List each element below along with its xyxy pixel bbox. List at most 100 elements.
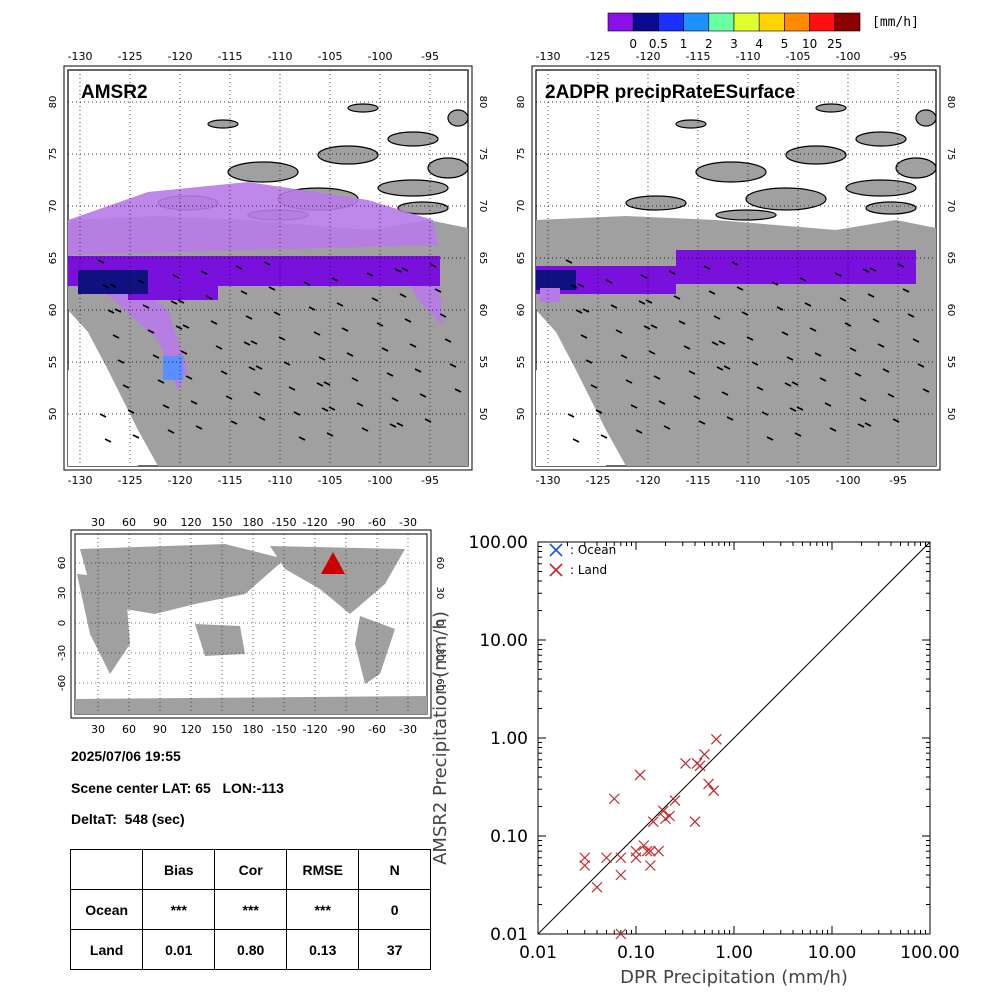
lake-mark (756, 386, 764, 391)
lake-mark (859, 397, 867, 402)
globe-lon-label-top: -120 (303, 516, 328, 529)
lon-tick-label-top: -105 (318, 50, 343, 63)
lake-mark (210, 320, 218, 325)
dpr-panel-title: 2ADPR precipRateESurface (545, 82, 796, 103)
colorbar-unit: [mm/h] (872, 15, 919, 30)
lake-mark (346, 352, 354, 357)
lake-mark (869, 267, 877, 272)
lake-mark (293, 411, 301, 416)
global-map: 30 30 60 60 90 90 120 120 150 150 180 180 -150 -150 -1… (57, 516, 445, 736)
stats-header-cell: Bias (142, 849, 216, 890)
lake-mark (399, 293, 407, 298)
lake-mark (112, 334, 120, 339)
lon-tick-label-bottom: -110 (736, 474, 761, 487)
lake-mark (439, 313, 447, 318)
lake-mark (731, 261, 739, 266)
colorbar-swatch (683, 12, 710, 32)
lake-mark (137, 279, 145, 284)
lat-tick-label-left: 55 (516, 356, 527, 369)
lake-mark (429, 263, 437, 268)
lat-tick-label-left: 65 (48, 252, 59, 265)
globe-lon-label-top: 60 (122, 516, 136, 529)
lake-mark (887, 393, 895, 398)
lake-mark (185, 375, 193, 380)
lake-mark (610, 304, 618, 309)
lake-mark (240, 290, 248, 295)
lake-mark (356, 402, 364, 407)
lake-mark (829, 427, 837, 432)
lake-mark (726, 416, 734, 421)
lon-tick-label-top: -100 (836, 50, 861, 63)
lake-mark (389, 423, 397, 428)
colorbar-tick-label: 2 (705, 37, 713, 51)
lon-tick-label-bottom: -95 (421, 474, 439, 487)
light-precip-cell (540, 288, 560, 302)
lake-mark (693, 395, 701, 400)
amsr2-map: -130 -130 -125 -125 -120 -120 -115 -115 -110 -110… (48, 50, 488, 487)
data-point (579, 860, 591, 871)
scene-center: Scene center LAT: 65 LON:-113 (71, 780, 284, 796)
lat-tick-label-left: 60 (48, 304, 59, 317)
lake-mark (600, 434, 608, 439)
lake-mark (766, 436, 774, 441)
globe-lat-label-left: -60 (57, 675, 68, 691)
lake-mark (751, 361, 759, 366)
lake-mark (688, 370, 696, 375)
data-point (710, 733, 722, 745)
lake-mark (114, 308, 122, 313)
lake-mark (575, 309, 583, 314)
y-tick-label: 0.10 (490, 827, 528, 847)
y-tick-label: 0.01 (490, 925, 528, 945)
lake-mark (243, 341, 251, 346)
lat-tick-label-right: 60 (477, 304, 488, 317)
lake-mark (716, 366, 724, 371)
lake-mark (263, 261, 271, 266)
lake-mark (648, 350, 656, 355)
lon-tick-label-top: -95 (421, 50, 439, 63)
lake-mark (97, 259, 105, 264)
lat-tick-label-left: 65 (516, 252, 527, 265)
lake-mark (323, 381, 331, 386)
lake-mark (318, 356, 326, 361)
lake-mark (799, 277, 807, 282)
continent (75, 696, 427, 714)
lake-mark (761, 411, 769, 416)
stats-header-row: Bias Cor RMSE N (69, 849, 431, 890)
arctic-island (377, 179, 449, 197)
lake-mark (331, 277, 339, 282)
globe-lon-label-top: 30 (91, 516, 105, 529)
globe-lon-label-bottom: 30 (91, 723, 105, 736)
data-point (638, 840, 650, 851)
globe-lat-label-left: 60 (57, 557, 68, 570)
stats-row-land: Land 0.01 0.80 0.13 37 (69, 929, 431, 970)
lon-tick-label-bottom: -100 (368, 474, 393, 487)
globe-lat-label-right: 30 (434, 587, 445, 600)
colorbar-swatch (658, 12, 684, 32)
mainland-north (536, 216, 936, 255)
lake-mark (99, 413, 107, 418)
colorbar-svg: 0 0.5 1 2 3 4 5 10 25 (607, 12, 861, 51)
x-axis-label: DPR Precipitation (mm/h) (620, 967, 848, 988)
lake-mark (308, 306, 316, 311)
globe-lat-label-right: 0 (434, 620, 445, 626)
y-tick-label: 1.00 (490, 729, 528, 749)
arctic-island (895, 157, 937, 179)
stats-cell: 37 (358, 929, 431, 970)
lat-tick-label-left: 75 (48, 148, 59, 161)
lake-mark (776, 306, 784, 311)
lake-mark (844, 322, 852, 327)
lake-mark (580, 334, 588, 339)
lake-mark (638, 300, 646, 305)
lat-tick-label-right: 80 (945, 96, 956, 109)
lake-mark (605, 279, 613, 284)
precip-band (676, 250, 916, 284)
arctic-island (745, 187, 827, 211)
lon-tick-label-top: -125 (586, 50, 611, 63)
lon-tick-label-bottom: -100 (836, 474, 861, 487)
lake-mark (867, 293, 875, 298)
lake-mark (157, 379, 165, 384)
lon-tick-label-top: -100 (368, 50, 393, 63)
lake-mark (283, 361, 291, 366)
lat-tick-label-right: 75 (477, 148, 488, 161)
light-precip-area (68, 182, 438, 255)
